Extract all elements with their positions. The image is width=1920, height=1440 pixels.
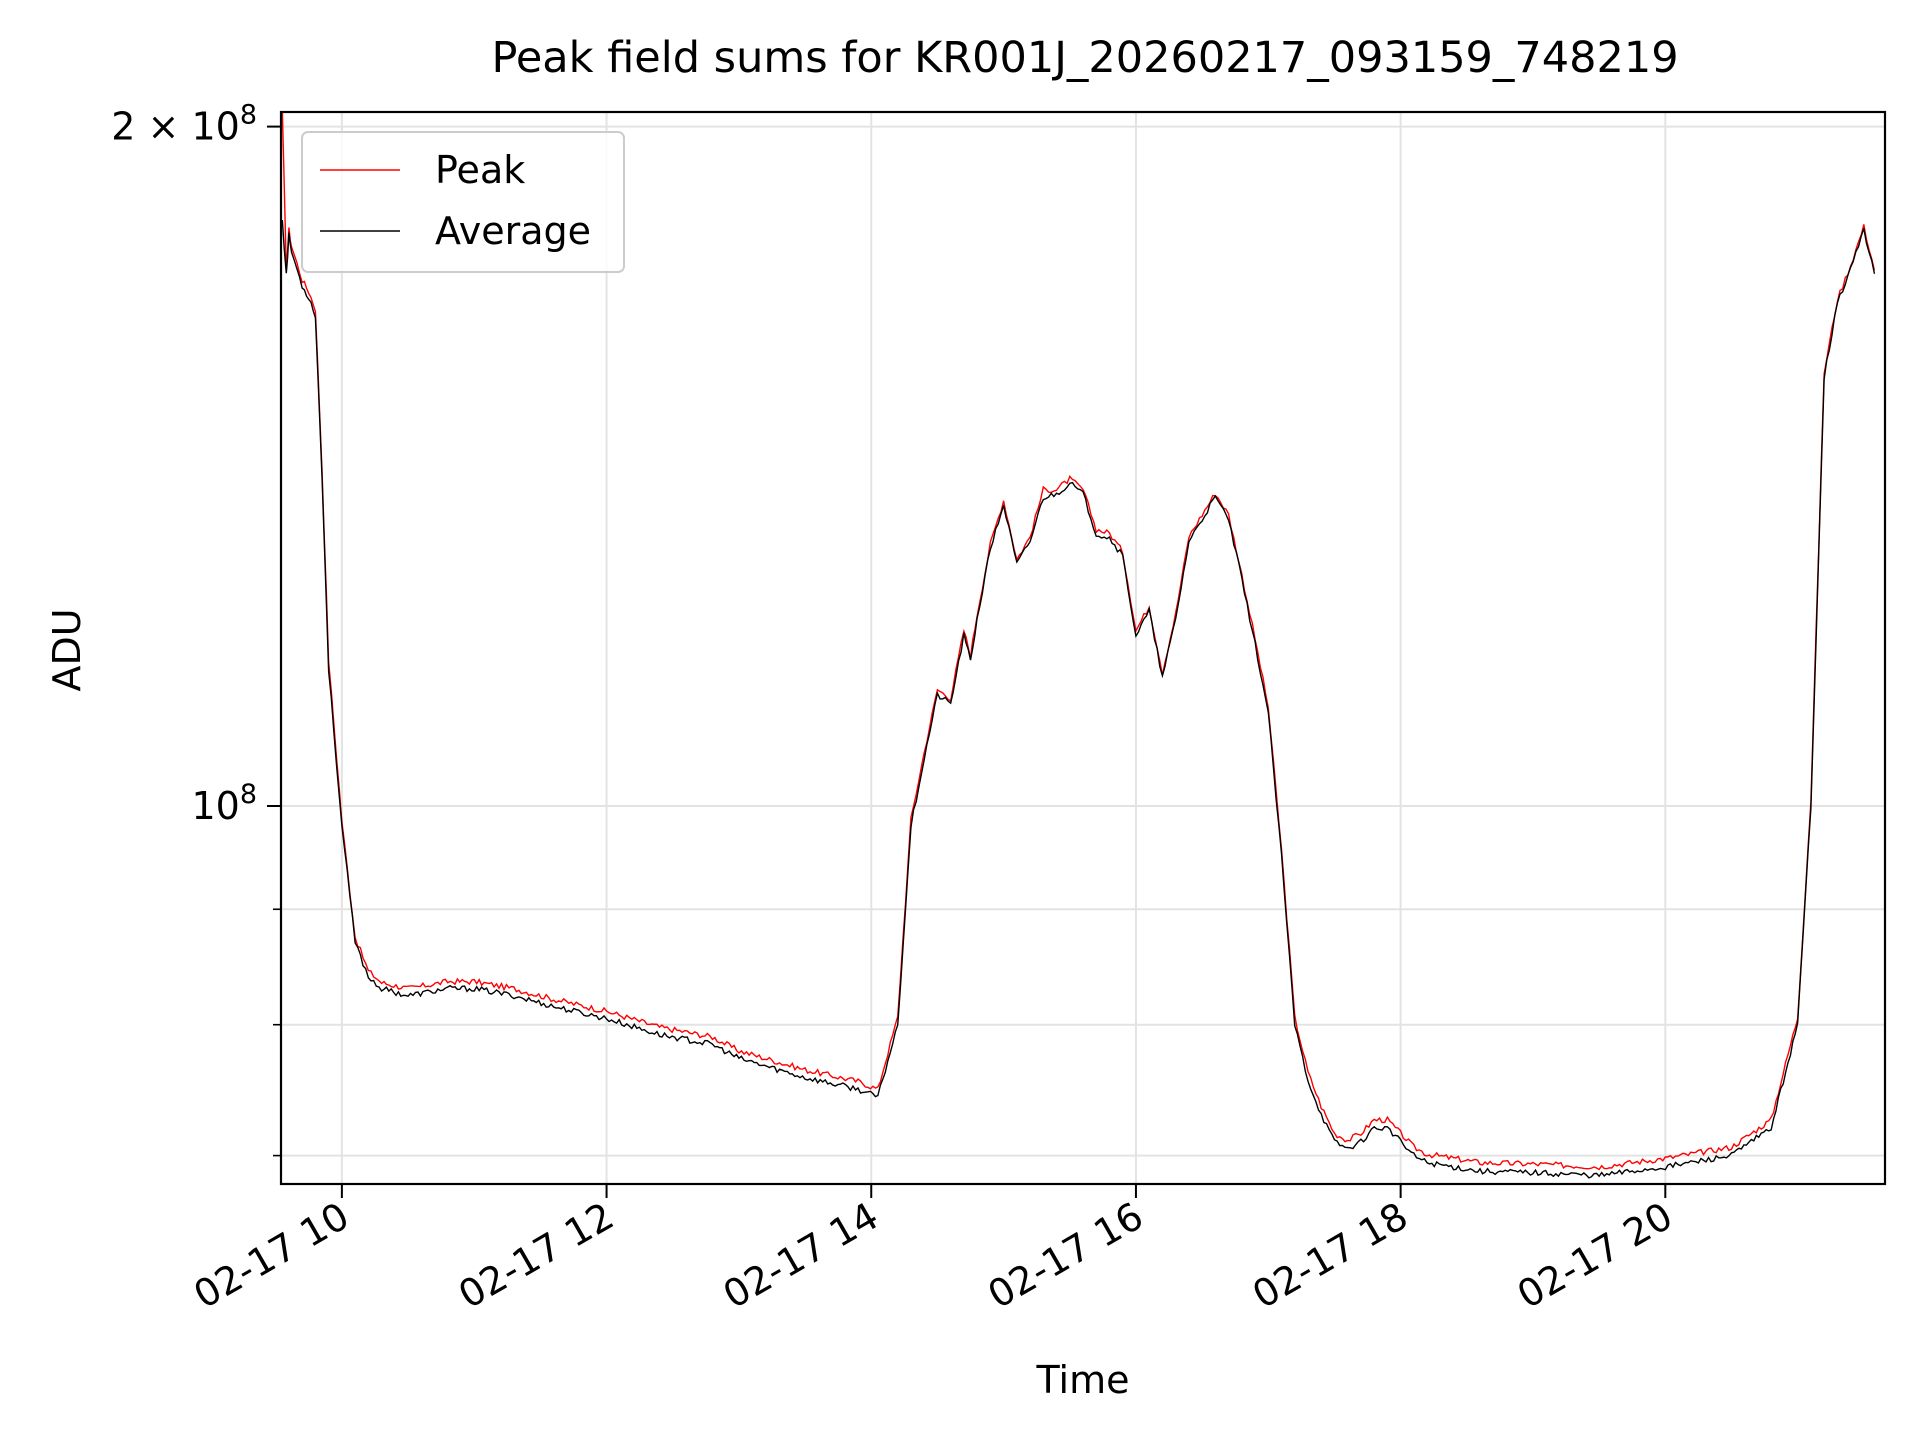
chart-title: Peak field sums for KR001J_20260217_0931…	[491, 33, 1678, 83]
legend-label-average: Average	[435, 209, 591, 253]
y-tick-label: 108	[191, 779, 257, 828]
legend-label-peak: Peak	[435, 148, 525, 192]
series-line-average	[281, 220, 1876, 1179]
series-line-peak	[281, 112, 1876, 1171]
y-tick-label: 2 × 108	[111, 100, 257, 149]
legend-box	[301, 131, 625, 273]
y-axis: 108 2 × 108	[111, 100, 281, 1157]
grid	[281, 112, 1885, 1184]
axes-frame	[279, 110, 1887, 1186]
x-axis-label: Time	[1036, 1358, 1130, 1402]
plot-area	[281, 112, 1876, 1179]
y-axis-label: ADU	[45, 608, 89, 691]
legend: Peak Average	[301, 131, 625, 273]
